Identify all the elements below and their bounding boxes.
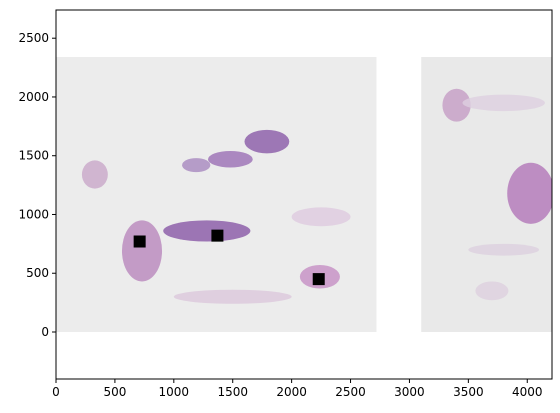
- x-tick-label: 0: [52, 385, 60, 399]
- x-tick-label: 1000: [159, 385, 190, 399]
- x-tick-label: 500: [103, 385, 126, 399]
- tissue-region: [507, 162, 552, 224]
- y-tick-label: 2500: [18, 31, 49, 45]
- tissue-region: [182, 158, 211, 173]
- tissue-region: [121, 220, 163, 282]
- tissue-region: [475, 281, 509, 301]
- tissue-region: [244, 129, 290, 154]
- y-tick-label: 1000: [18, 207, 49, 221]
- marker-square: [312, 273, 325, 286]
- y-tick-label: 0: [41, 325, 49, 339]
- tissue-region: [442, 88, 471, 122]
- y-tick-label: 500: [26, 266, 49, 280]
- x-tick-label: 4000: [512, 385, 543, 399]
- x-axis: 0 500 1000 1500 2000 2500 3000 3500 4000: [52, 379, 543, 399]
- tissue-region: [207, 151, 253, 168]
- axes-frame: [55, 9, 553, 380]
- tissue-region: [462, 94, 545, 112]
- markers: [133, 229, 325, 286]
- tissue-region: [291, 207, 351, 227]
- tissue-region: [163, 220, 251, 242]
- tissue-region: [81, 160, 108, 189]
- x-tick-label: 2000: [276, 385, 307, 399]
- x-tick-label: 2500: [335, 385, 366, 399]
- x-tick-label: 3500: [453, 385, 484, 399]
- marker-square: [211, 229, 224, 242]
- plot-area: [56, 57, 552, 332]
- tissue-regions: [81, 88, 552, 304]
- y-axis: 0 500 1000 1500 2000 2500: [18, 31, 56, 339]
- y-tick-label: 2000: [18, 90, 49, 104]
- tissue-region: [468, 243, 540, 256]
- x-tick-label: 3000: [394, 385, 425, 399]
- tissue-region: [173, 289, 292, 304]
- marker-square: [133, 235, 146, 248]
- x-tick-label: 1500: [217, 385, 248, 399]
- y-tick-label: 1500: [18, 149, 49, 163]
